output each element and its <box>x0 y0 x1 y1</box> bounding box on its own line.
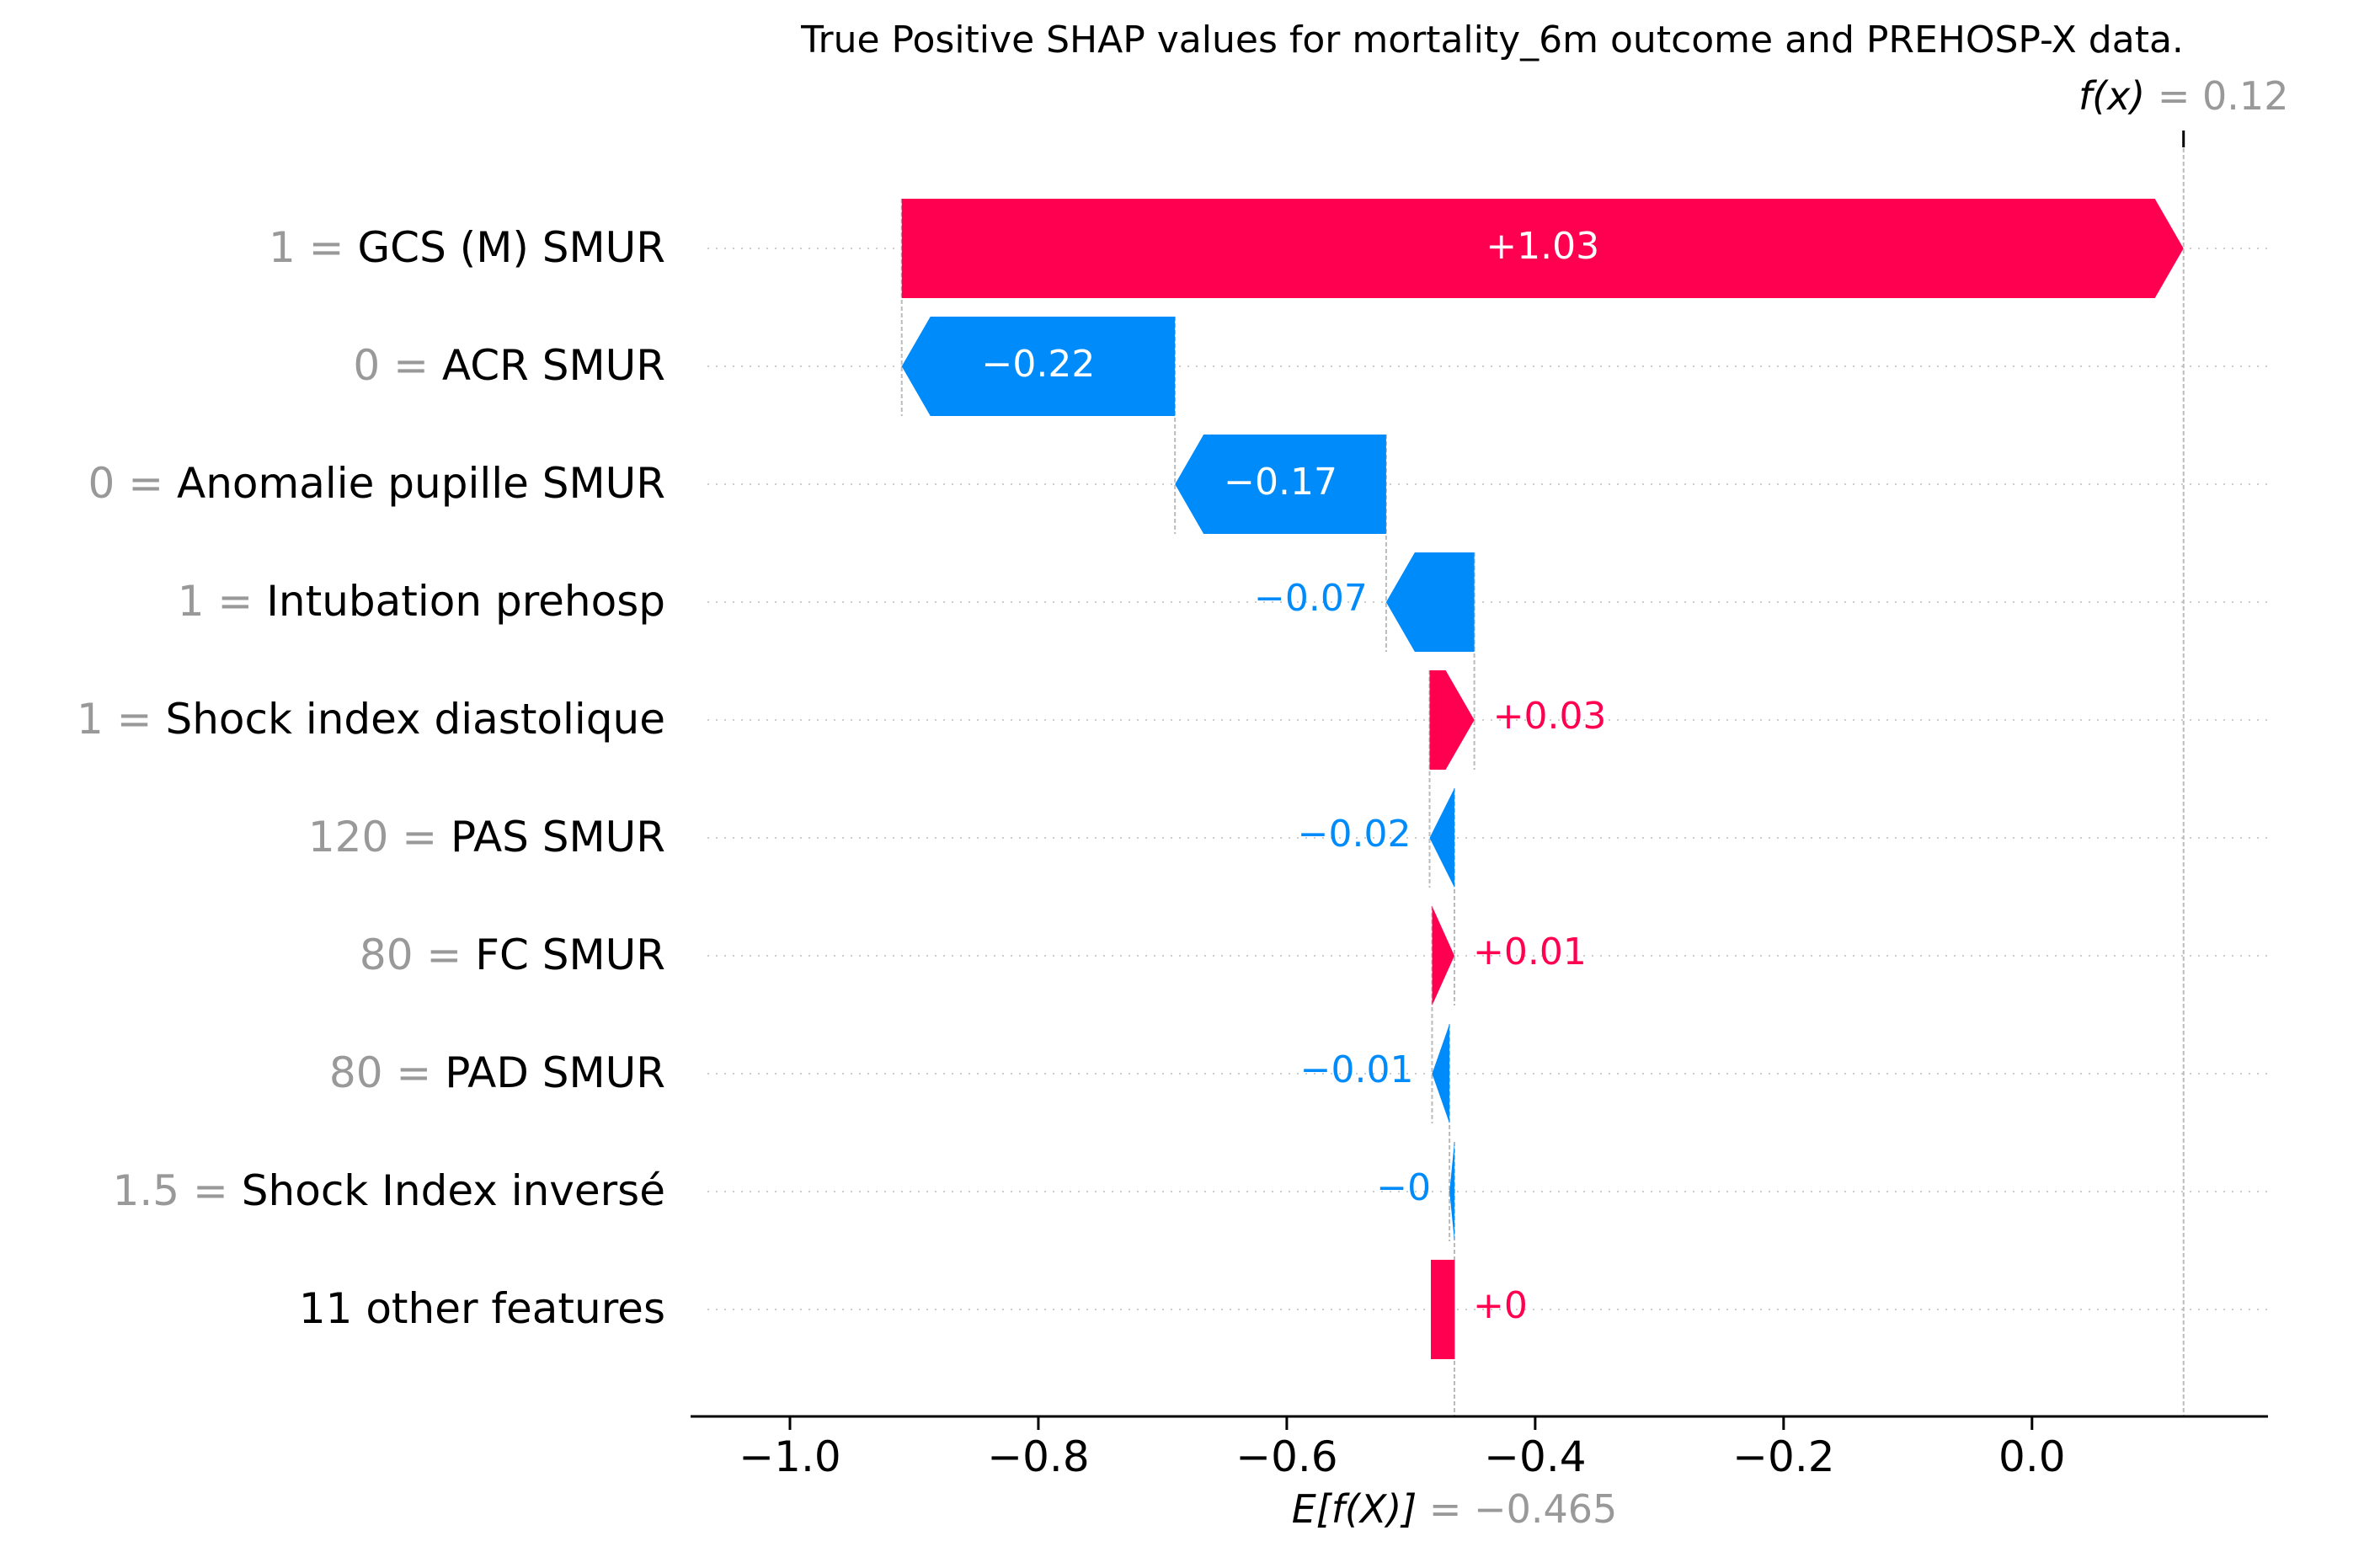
feature-value: 120 = <box>308 813 451 861</box>
bar-value-label: −0.07 <box>1254 577 1368 620</box>
shap-bar <box>1385 552 1475 652</box>
bar-value-label: +0.03 <box>1493 695 1607 738</box>
shap-bar <box>1432 906 1455 1005</box>
shap-bar <box>1429 788 1455 888</box>
bar-value-label: +1.03 <box>1486 225 1599 268</box>
feature-name: ACR SMUR <box>442 341 665 390</box>
feature-value: 80 = <box>329 1048 445 1097</box>
feature-label: 80 = PAD SMUR <box>329 1048 665 1097</box>
feature-name: 11 other features <box>299 1284 665 1333</box>
fx-symbol: f(x) <box>2078 73 2145 119</box>
x-tick-label: −1.0 <box>739 1432 840 1481</box>
shap-bar <box>1175 435 1386 534</box>
bar-value-label: −0 <box>1376 1166 1431 1209</box>
shap-bar <box>901 199 2184 298</box>
x-tick-label: −0.4 <box>1484 1432 1586 1481</box>
bar-value-label: +0 <box>1473 1284 1528 1327</box>
feature-label: 1 = GCS (M) SMUR <box>269 223 665 272</box>
x-tick-label: −0.6 <box>1235 1432 1337 1481</box>
chart-title: True Positive SHAP values for mortality_… <box>800 19 2184 61</box>
bar-value-label: −0.17 <box>1224 461 1337 504</box>
base-value-label: E[f(X)] = −0.465 <box>1292 1486 1618 1532</box>
bar-value-label: −0.02 <box>1298 813 1411 856</box>
feature-label: 1 = Shock index diastolique <box>77 695 665 744</box>
base-value-symbol: E[f(X)] <box>1292 1486 1417 1532</box>
feature-label: 1.5 = Shock Index inversé <box>113 1166 665 1215</box>
feature-value: 1 = <box>178 577 267 626</box>
fx-value-label: f(x) = 0.12 <box>2078 73 2289 119</box>
feature-name: Intubation prehosp <box>266 577 665 626</box>
x-tick-label: −0.2 <box>1732 1432 1834 1481</box>
bar-value-label: +0.01 <box>1473 931 1587 973</box>
feature-label: 11 other features <box>299 1284 665 1333</box>
shap-bar <box>1429 670 1475 770</box>
feature-value: 0 = <box>353 341 442 390</box>
feature-name: FC SMUR <box>475 931 665 979</box>
bar-value-label: −0.01 <box>1300 1048 1414 1091</box>
feature-value: 1.5 = <box>113 1166 242 1215</box>
feature-name: Shock Index inversé <box>242 1166 665 1215</box>
feature-value: 1 = <box>77 695 166 744</box>
feature-label: 0 = ACR SMUR <box>353 341 665 390</box>
feature-label: 0 = Anomalie pupille SMUR <box>88 459 665 508</box>
bar-value-label: −0.22 <box>982 343 1096 386</box>
x-tick-label: 0.0 <box>1998 1432 2066 1481</box>
feature-name: PAS SMUR <box>451 813 665 861</box>
feature-label: 1 = Intubation prehosp <box>178 577 665 626</box>
x-tick-label: −0.8 <box>987 1432 1089 1481</box>
feature-value: 0 = <box>88 459 178 508</box>
feature-value: 80 = <box>360 931 475 979</box>
feature-value: 1 = <box>269 223 358 272</box>
feature-label: 80 = FC SMUR <box>360 931 665 979</box>
shap-bar <box>1449 1142 1455 1241</box>
feature-label: 120 = PAS SMUR <box>308 813 665 861</box>
shap-bar <box>1432 1024 1450 1123</box>
fx-number: = 0.12 <box>2145 73 2288 119</box>
feature-name: PAD SMUR <box>445 1048 665 1097</box>
feature-name: Anomalie pupille SMUR <box>177 459 665 508</box>
feature-name: GCS (M) SMUR <box>357 223 665 272</box>
base-value-number: = −0.465 <box>1417 1486 1617 1532</box>
feature-name: Shock index diastolique <box>165 695 665 744</box>
shap-bar <box>901 317 1176 416</box>
shap-bar <box>1431 1260 1455 1359</box>
